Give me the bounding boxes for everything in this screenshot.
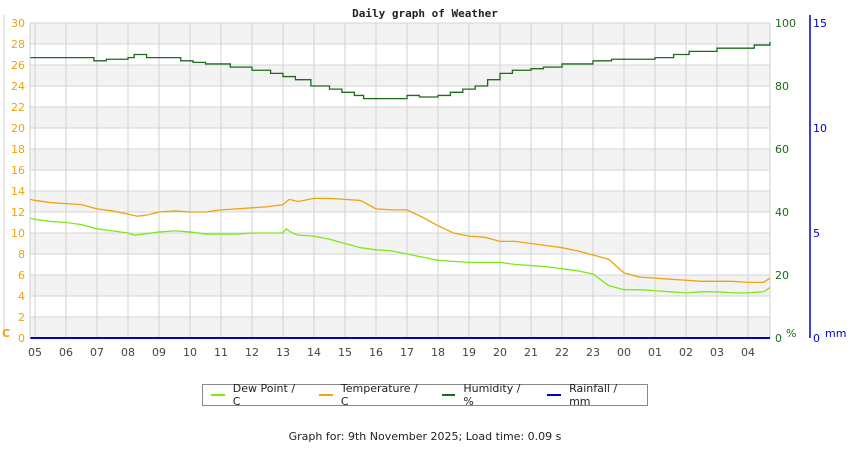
- svg-text:0: 0: [813, 332, 820, 345]
- svg-text:20: 20: [493, 346, 507, 359]
- grid-band: [30, 233, 770, 254]
- svg-text:11: 11: [214, 346, 228, 359]
- svg-text:20: 20: [11, 122, 25, 135]
- series-lines: [30, 41, 771, 339]
- grid-band: [30, 191, 770, 212]
- svg-text:09: 09: [152, 346, 166, 359]
- svg-text:30: 30: [11, 17, 25, 30]
- svg-text:12: 12: [11, 206, 25, 219]
- svg-text:28: 28: [11, 38, 25, 51]
- svg-text:01: 01: [648, 346, 662, 359]
- chart-legend: Dew Point / C Temperature / C Humidity /…: [202, 382, 648, 408]
- svg-text:22: 22: [11, 101, 25, 114]
- weather-chart: Daily graph of Weather 02468101214161820…: [2, 7, 846, 359]
- svg-text:100: 100: [775, 17, 796, 30]
- svg-text:19: 19: [462, 346, 476, 359]
- svg-text:02: 02: [679, 346, 693, 359]
- svg-text:40: 40: [775, 206, 789, 219]
- svg-text:mm: mm: [825, 327, 846, 340]
- svg-text:8: 8: [18, 248, 25, 261]
- legend-item-humidity[interactable]: Humidity / %: [441, 382, 534, 408]
- dew-point-swatch-icon: [211, 394, 225, 396]
- grid-band: [30, 65, 770, 86]
- svg-text:14: 14: [307, 346, 321, 359]
- svg-text:0: 0: [775, 332, 782, 345]
- rainfall-swatch-icon: [547, 394, 562, 396]
- svg-text:04: 04: [741, 346, 755, 359]
- temperature-line: [30, 197, 771, 284]
- svg-text:10: 10: [813, 122, 827, 135]
- grid-band: [30, 149, 770, 170]
- svg-text:18: 18: [431, 346, 445, 359]
- legend-item-dew-point[interactable]: Dew Point / C: [211, 382, 305, 408]
- svg-text:24: 24: [11, 80, 25, 93]
- svg-text:08: 08: [121, 346, 135, 359]
- svg-text:07: 07: [90, 346, 104, 359]
- graph-footer: Graph for: 9th November 2025; Load time:…: [288, 430, 562, 443]
- svg-text:23: 23: [586, 346, 600, 359]
- dew-point-line: [30, 217, 771, 294]
- svg-text:03: 03: [710, 346, 724, 359]
- svg-text:22: 22: [555, 346, 569, 359]
- grid-band: [30, 317, 770, 338]
- svg-text:%: %: [786, 327, 796, 340]
- svg-text:6: 6: [18, 269, 25, 282]
- svg-text:12: 12: [245, 346, 259, 359]
- svg-text:10: 10: [183, 346, 197, 359]
- svg-text:26: 26: [11, 59, 25, 72]
- svg-text:80: 80: [775, 80, 789, 93]
- grid-band: [30, 23, 770, 44]
- svg-text:13: 13: [276, 346, 290, 359]
- svg-text:18: 18: [11, 143, 25, 156]
- svg-text:20: 20: [775, 269, 789, 282]
- svg-text:C: C: [2, 327, 10, 340]
- svg-text:5: 5: [813, 227, 820, 240]
- svg-text:4: 4: [18, 290, 25, 303]
- legend-label: Temperature / C: [340, 382, 418, 408]
- svg-text:16: 16: [369, 346, 383, 359]
- svg-text:15: 15: [813, 17, 827, 30]
- svg-text:10: 10: [11, 227, 25, 240]
- temperature-swatch-icon: [319, 394, 333, 396]
- legend-item-rainfall[interactable]: Rainfall / mm: [547, 382, 641, 408]
- humidity-line: [30, 41, 771, 100]
- svg-text:2: 2: [18, 311, 25, 324]
- grid-bands: [30, 23, 770, 338]
- svg-text:21: 21: [524, 346, 538, 359]
- legend-item-temperature[interactable]: Temperature / C: [319, 382, 428, 408]
- chart-title: Daily graph of Weather: [352, 7, 498, 20]
- svg-text:60: 60: [775, 143, 789, 156]
- svg-text:16: 16: [11, 164, 25, 177]
- grid-band: [30, 275, 770, 296]
- svg-text:05: 05: [28, 346, 42, 359]
- svg-text:06: 06: [59, 346, 73, 359]
- axes: [3, 15, 811, 338]
- legend-label: Humidity / %: [463, 382, 521, 408]
- svg-text:17: 17: [400, 346, 414, 359]
- svg-text:00: 00: [617, 346, 631, 359]
- legend-label: Rainfall / mm: [569, 382, 618, 408]
- grid-band: [30, 107, 770, 128]
- svg-text:0: 0: [18, 332, 25, 345]
- svg-text:15: 15: [338, 346, 352, 359]
- humidity-swatch-icon: [441, 394, 456, 396]
- svg-text:14: 14: [11, 185, 25, 198]
- legend-label: Dew Point / C: [232, 382, 296, 408]
